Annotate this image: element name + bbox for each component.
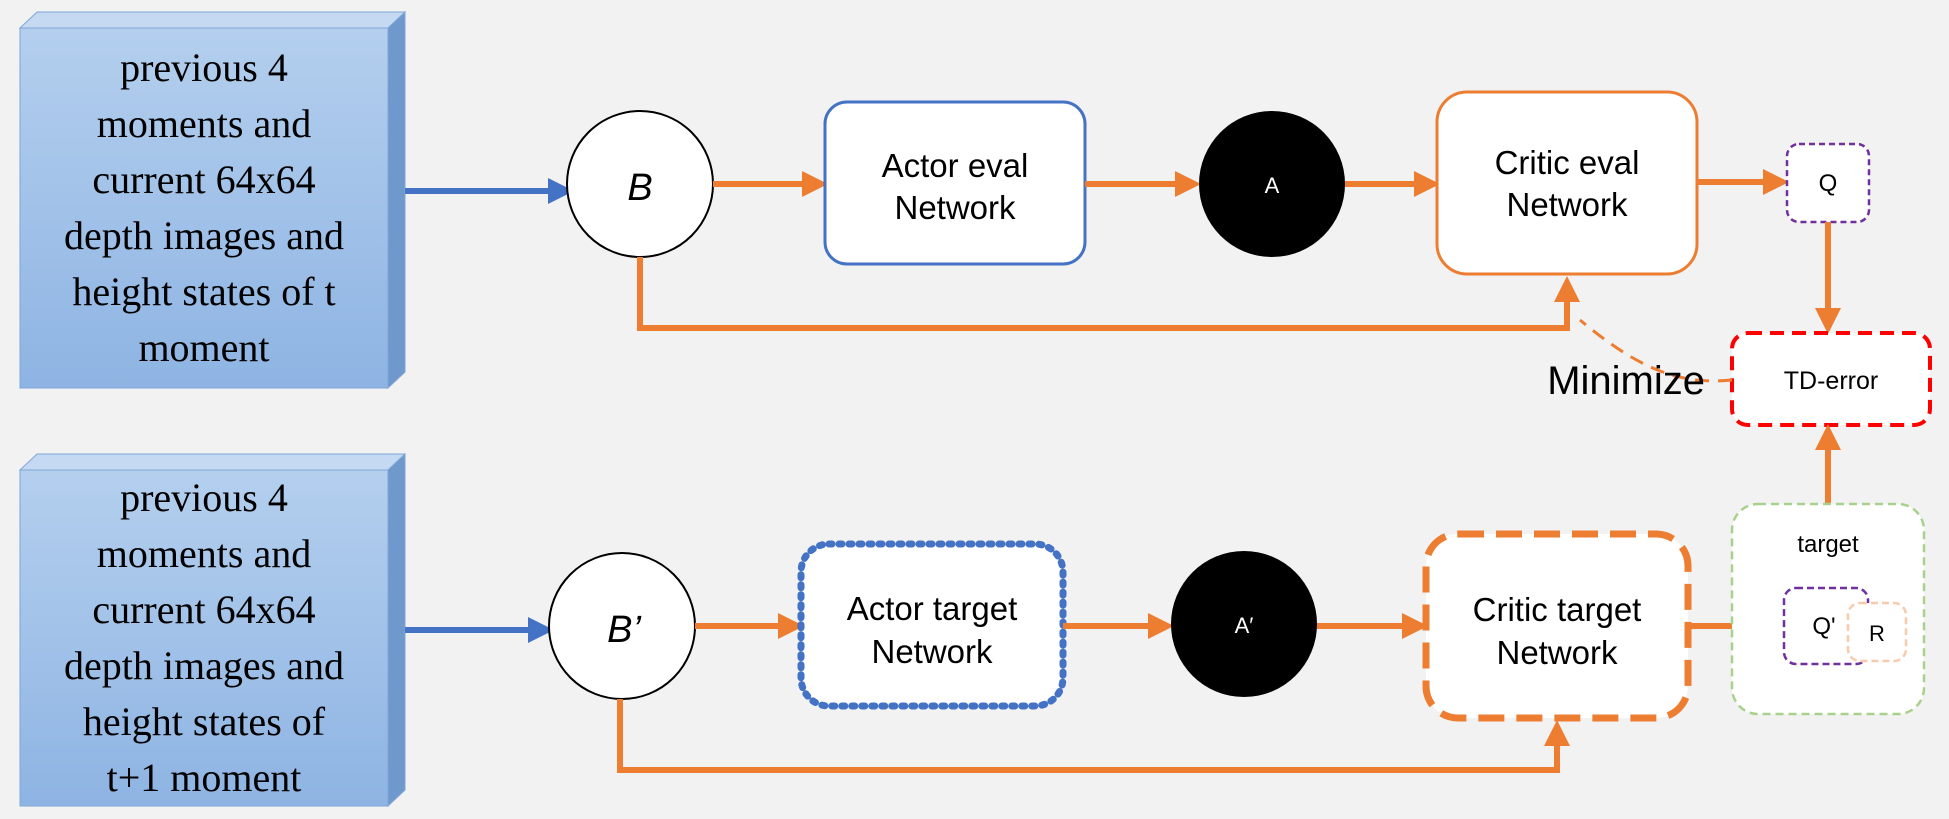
node-a-prime	[1171, 551, 1317, 697]
critic-eval-label-line1: Critic eval	[1495, 144, 1640, 181]
actor-target-label-line1: Actor target	[847, 590, 1018, 627]
node-a-label: A	[1265, 173, 1280, 198]
node-b-label: B	[627, 167, 652, 209]
q-prime-label: Q'	[1812, 613, 1835, 640]
r-label: R	[1869, 621, 1885, 646]
r-box	[1846, 601, 1908, 663]
critic-target-label-line2: Network	[1496, 634, 1618, 671]
td-error-label: TD-error	[1784, 367, 1878, 395]
q-label: Q	[1819, 170, 1838, 197]
q-box	[1785, 142, 1871, 224]
top-state-box	[18, 10, 407, 390]
arrow-b-prime-to-critic-target	[617, 699, 1570, 773]
node-a	[1199, 111, 1345, 257]
target-label: target	[1797, 531, 1859, 558]
critic-target-label-line1: Critic target	[1473, 591, 1642, 628]
minimize-label: Minimize	[1547, 359, 1705, 403]
node-b-prime-label: B’	[607, 609, 641, 651]
bottom-state-text: previous 4 moments and current 64x64 dep…	[64, 475, 344, 800]
arrow-b-to-critic-eval	[637, 257, 1580, 331]
node-a-prime-label: A′	[1235, 613, 1254, 638]
actor-target-label-line2: Network	[871, 633, 993, 670]
critic-eval-label-line2: Network	[1506, 186, 1628, 223]
actor-eval-label-line2: Network	[894, 189, 1016, 226]
top-state-text: previous 4 moments and current 64x64 dep…	[64, 45, 344, 370]
bottom-state-box	[18, 452, 407, 808]
actor-eval-label-line1: Actor eval	[882, 147, 1029, 184]
minimize-curve	[1579, 318, 1733, 383]
critic-eval-box	[1435, 90, 1699, 276]
